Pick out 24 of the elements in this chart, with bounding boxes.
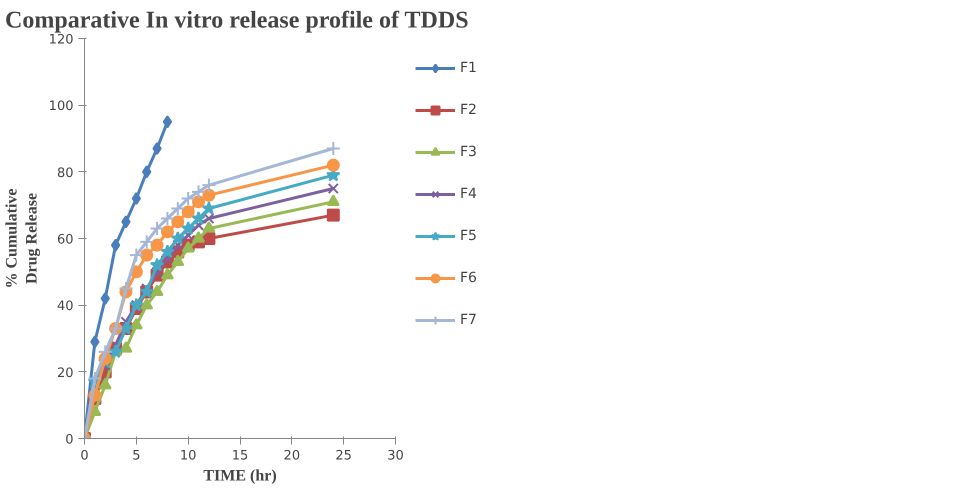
x-tick-label: 5 xyxy=(132,448,140,464)
x-tick-label: 10 xyxy=(180,448,196,464)
legend-label: F4 xyxy=(460,186,478,202)
y-axis-title: % Cumulative Drug Release xyxy=(3,188,41,288)
y-tick-label: 0 xyxy=(65,432,74,448)
y-tick-label: 40 xyxy=(56,299,74,314)
x-tick-label: 0 xyxy=(80,448,89,464)
legend-label: F5 xyxy=(460,228,478,244)
chart-title: Comparative In vitro release profile of TDDS xyxy=(5,8,469,34)
x-tick-label: 25 xyxy=(335,448,352,464)
x-axis-title: TIME (hr) xyxy=(203,468,277,484)
legend-label: F7 xyxy=(460,312,478,328)
y-tick-label: 120 xyxy=(48,32,74,48)
y-tick-label: 60 xyxy=(56,232,74,248)
legend-label: F3 xyxy=(460,144,478,160)
y-tick-label: 80 xyxy=(56,166,74,181)
x-tick-label: 15 xyxy=(232,448,248,464)
y-tick-label: 20 xyxy=(56,366,74,381)
y-tick-label: 100 xyxy=(48,99,74,114)
legend-label: F2 xyxy=(460,102,478,118)
x-tick-label: 30 xyxy=(387,448,404,464)
legend-label: F1 xyxy=(460,60,478,76)
legend-label: F6 xyxy=(460,270,478,286)
x-tick-label: 20 xyxy=(284,448,300,464)
